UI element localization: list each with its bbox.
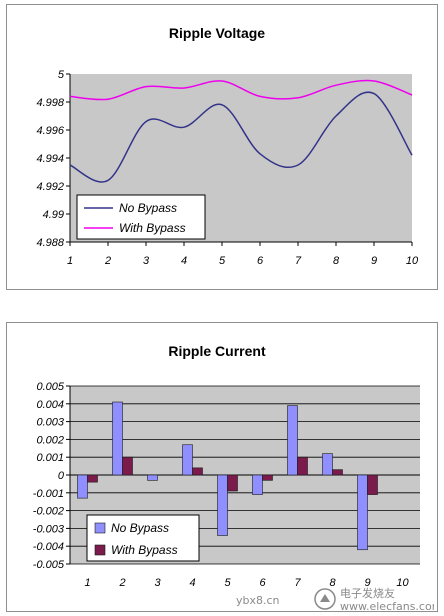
- watermark-logo: 电子发烧友 www.elecfans.com: [314, 586, 434, 613]
- y-tick-label: 0: [58, 470, 65, 482]
- x-tick-label: 4: [189, 577, 195, 589]
- bar-series-0-cat-3: [147, 474, 158, 481]
- ripple-voltage-svg: Ripple Voltage 4.988 4.99 4.992 4.994 4.996 4…: [36, 25, 419, 267]
- y-tick-label: 4.994: [36, 153, 64, 165]
- y-tick-label: 5: [58, 69, 65, 81]
- bar-series-1-cat-8: [332, 469, 343, 476]
- y-tick-label: -0.005: [33, 559, 65, 571]
- bar-series-1-cat-9: [367, 474, 378, 495]
- bar-series-0-cat-1: [77, 474, 88, 499]
- x-tick-label: 5: [224, 577, 231, 589]
- x-tick-label: 8: [329, 577, 336, 589]
- y-tick-label: -0.003: [33, 523, 65, 535]
- x-tick-label: 2: [118, 577, 125, 589]
- x-tick-label: 1: [84, 577, 90, 589]
- bar-series-0-cat-8: [322, 453, 333, 476]
- legend-label-1: With Bypass: [119, 221, 186, 235]
- x-tick-label: 3: [154, 577, 161, 589]
- bar-series-0-cat-4: [182, 444, 193, 476]
- watermark-site: ybx8.cn: [236, 594, 280, 607]
- legend-swatch-0: [94, 522, 106, 534]
- ripple-current-svg: Ripple Current -0.005 -0.004 -0.003 -0.002 -…: [33, 343, 420, 589]
- y-tick-label: 4.992: [36, 181, 64, 193]
- x-tick-label: 9: [364, 577, 370, 589]
- bar-series-0-cat-6: [252, 474, 263, 495]
- x-tick-label: 5: [219, 255, 226, 267]
- legend-label-0: No Bypass: [111, 521, 169, 535]
- y-tick-label: -0.004: [33, 541, 64, 553]
- x-tick-label: 2: [104, 255, 111, 267]
- bar-series-1-cat-1: [87, 474, 98, 483]
- x-tick-label: 9: [371, 255, 377, 267]
- x-tick-label: 3: [143, 255, 150, 267]
- chart-title: Ripple Current: [168, 343, 266, 359]
- bar-series-1-cat-5: [227, 474, 238, 492]
- y-tick-label: 4.99: [43, 209, 64, 221]
- bar-series-1-cat-6: [262, 474, 273, 481]
- x-tick-label: 7: [295, 255, 302, 267]
- legend-swatch-1: [94, 544, 106, 556]
- x-tick-label: 10: [406, 255, 419, 267]
- x-tick-label: 7: [294, 577, 301, 589]
- bar-series-1-cat-2: [122, 456, 133, 476]
- watermark-url: www.elecfans.com: [340, 600, 434, 613]
- y-tick-label: -0.001: [33, 488, 64, 500]
- y-tick-label: 4.988: [36, 237, 64, 249]
- bar-series-0-cat-2: [112, 401, 123, 476]
- ripple-voltage-chart: Ripple Voltage 4.988 4.99 4.992 4.994 4.996 4…: [6, 4, 438, 290]
- x-tick-label: 8: [333, 255, 340, 267]
- watermark-url-left: ybx8.cn: [236, 594, 280, 607]
- bar-series-0-cat-9: [357, 474, 368, 551]
- y-tick-label: 0.005: [36, 381, 64, 393]
- x-tick-label: 6: [259, 577, 266, 589]
- legend-box: [76, 194, 206, 240]
- series-line-0: [69, 91, 413, 183]
- y-tick-label: 0.002: [36, 434, 64, 446]
- legend-box: [86, 514, 200, 562]
- x-tick-label: 1: [67, 255, 73, 267]
- chart-title: Ripple Voltage: [169, 25, 265, 41]
- y-tick-label: 0.003: [36, 417, 64, 429]
- logo-icon: [314, 588, 336, 610]
- bar-series-0-cat-5: [217, 474, 228, 536]
- legend-label-0: No Bypass: [119, 201, 177, 215]
- legend-label-1: With Bypass: [111, 543, 178, 557]
- y-tick-label: 0.001: [36, 452, 64, 464]
- y-tick-label: 4.998: [36, 97, 64, 109]
- bar-series-1-cat-4: [192, 467, 203, 476]
- x-tick-label: 4: [181, 255, 187, 267]
- ripple-current-chart: Ripple Current -0.005 -0.004 -0.003 -0.002 -…: [6, 322, 438, 612]
- watermark-brand: 电子发烧友: [340, 586, 395, 600]
- x-tick-label: 10: [396, 577, 409, 589]
- series-line-1: [69, 79, 413, 101]
- y-tick-label: 0.004: [36, 399, 64, 411]
- bar-series-0-cat-7: [287, 405, 298, 476]
- bar-series-1-cat-7: [297, 456, 308, 476]
- y-tick-label: 4.996: [36, 125, 64, 137]
- logo-mark: [320, 594, 330, 602]
- x-tick-label: 6: [257, 255, 264, 267]
- y-tick-label: -0.002: [33, 506, 64, 518]
